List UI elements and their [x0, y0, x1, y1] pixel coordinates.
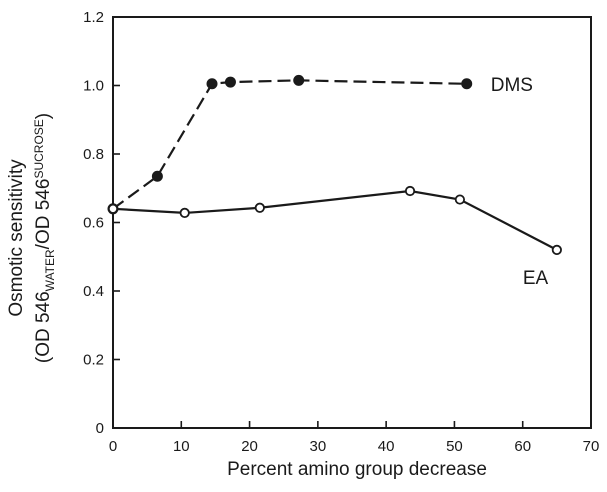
- y-axis-title-line2-group: (OD 546WATER/OD 546SUCROSE): [32, 113, 57, 363]
- y-tick-label: 0.6: [83, 215, 104, 232]
- data-point-dms: [293, 74, 305, 86]
- y-tick-label: 0.2: [83, 352, 104, 369]
- y-axis-title-sub-sucrose: SUCROSE: [32, 119, 46, 178]
- data-point-dms: [206, 78, 218, 90]
- y-axis-title-suffix: ): [33, 113, 54, 119]
- series-label-dms: DMS: [491, 75, 533, 96]
- series-label-ea: EA: [523, 268, 549, 289]
- axes-layer: 0 10 20 30 40 50 60 70 0 0.2 0.4 0.6 0.8 1.0 1.2: [83, 9, 599, 455]
- y-axis-title-mid: /OD 546: [33, 179, 54, 250]
- data-point-ea: [454, 194, 465, 205]
- y-tick-label: 1.2: [83, 9, 104, 26]
- y-axis-title-group: Osmotic sensitivity: [6, 159, 27, 317]
- x-tick-label: 0: [109, 438, 117, 455]
- y-tick-label: 0: [96, 420, 104, 437]
- data-point-dms: [224, 76, 236, 88]
- x-tick-label: 50: [446, 438, 463, 455]
- x-axis-title: Percent amino group decrease: [227, 459, 487, 480]
- x-tick-label: 30: [310, 438, 327, 455]
- x-tick-label: 40: [378, 438, 395, 455]
- y-tick-label: 0.4: [83, 283, 104, 300]
- data-point-ea: [254, 202, 265, 213]
- data-point-ea: [107, 203, 119, 214]
- x-tick-label: 10: [173, 438, 190, 455]
- x-tick-label: 20: [241, 438, 258, 455]
- y-tick-label: 1.0: [83, 78, 104, 95]
- x-tick-label: 60: [514, 438, 531, 455]
- series-line-ea: [112, 189, 558, 251]
- y-axis-title-line1: Osmotic sensitivity: [6, 159, 27, 317]
- y-tick-label: 0.8: [83, 146, 104, 163]
- y-axis-title-prefix: (OD 546: [33, 291, 54, 363]
- series-line-dms: [112, 79, 467, 210]
- x-tick-label: 70: [583, 438, 600, 455]
- series-ea: EA: [107, 185, 562, 289]
- data-point-dms: [461, 78, 473, 90]
- data-point-ea: [551, 244, 562, 255]
- data-point-ea: [404, 185, 416, 197]
- y-axis-title-sub-water: WATER: [43, 249, 57, 291]
- data-point-dms: [151, 170, 163, 182]
- y-axis-title-line2: (OD 546WATER/OD 546SUCROSE): [32, 113, 57, 363]
- series-layer: DMS EA: [107, 74, 562, 289]
- series-dms: DMS: [107, 74, 533, 215]
- data-point-ea: [179, 207, 190, 219]
